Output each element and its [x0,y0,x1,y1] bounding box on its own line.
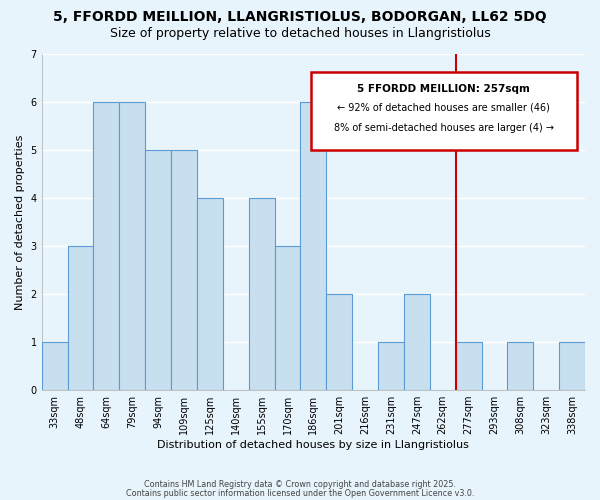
Bar [508,342,533,390]
Bar [94,102,119,390]
Bar [171,150,197,390]
FancyBboxPatch shape [311,72,577,150]
Bar [68,246,94,390]
X-axis label: Distribution of detached houses by size in Llangristiolus: Distribution of detached houses by size … [157,440,469,450]
Text: 5 FFORDD MEILLION: 257sqm: 5 FFORDD MEILLION: 257sqm [357,84,530,94]
Bar [455,342,482,390]
Bar [145,150,171,390]
Bar [41,342,68,390]
Bar [275,246,301,390]
Bar [378,342,404,390]
Bar [248,198,275,390]
Bar [301,102,326,390]
Bar [197,198,223,390]
Bar [404,294,430,390]
Text: Size of property relative to detached houses in Llangristiolus: Size of property relative to detached ho… [110,28,490,40]
Bar [326,294,352,390]
Text: 5, FFORDD MEILLION, LLANGRISTIOLUS, BODORGAN, LL62 5DQ: 5, FFORDD MEILLION, LLANGRISTIOLUS, BODO… [53,10,547,24]
Bar [119,102,145,390]
Text: Contains public sector information licensed under the Open Government Licence v3: Contains public sector information licen… [126,490,474,498]
Text: Contains HM Land Registry data © Crown copyright and database right 2025.: Contains HM Land Registry data © Crown c… [144,480,456,489]
Text: ← 92% of detached houses are smaller (46): ← 92% of detached houses are smaller (46… [337,102,550,113]
Bar [559,342,585,390]
Text: 8% of semi-detached houses are larger (4) →: 8% of semi-detached houses are larger (4… [334,123,554,133]
Y-axis label: Number of detached properties: Number of detached properties [15,134,25,310]
